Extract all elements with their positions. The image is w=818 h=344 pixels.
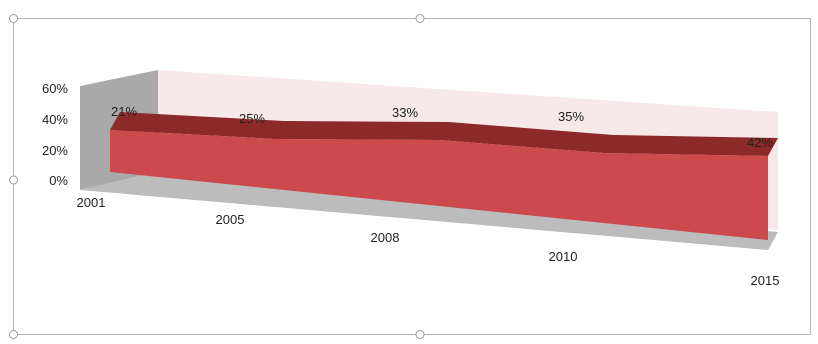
data-label: 35% [558,109,584,124]
series-top-face[interactable] [110,112,778,156]
chart-selection-frame [9,14,811,339]
data-labels: 21% 25% 33% 35% 42% [111,104,773,150]
y-axis-tick-labels: 60% 40% 20% 0% [42,81,68,188]
resize-handle-bottom-middle[interactable] [415,330,425,339]
resize-handle-top-left[interactable] [9,14,18,23]
series-group [110,112,778,240]
resize-handle-top-middle[interactable] [415,14,425,23]
x-tick-label: 2005 [216,212,245,227]
x-tick-label: 2015 [751,273,780,288]
x-tick-label: 2001 [77,195,106,210]
data-label: 33% [392,105,418,120]
data-label: 21% [111,104,137,119]
x-axis-tick-labels: 2001 2005 2008 2010 2015 [77,195,780,288]
x-tick-label: 2010 [549,249,578,264]
resize-handle-middle-left[interactable] [9,175,18,185]
y-tick-label: 60% [42,81,68,96]
series-front-face[interactable] [110,130,768,240]
y-tick-label: 0% [49,173,68,188]
data-label: 42% [747,135,773,150]
data-label: 25% [239,111,265,126]
x-tick-label: 2008 [371,230,400,245]
floor [80,172,778,250]
y-tick-label: 40% [42,112,68,127]
y-tick-label: 20% [42,143,68,158]
resize-handle-bottom-left[interactable] [9,330,18,339]
